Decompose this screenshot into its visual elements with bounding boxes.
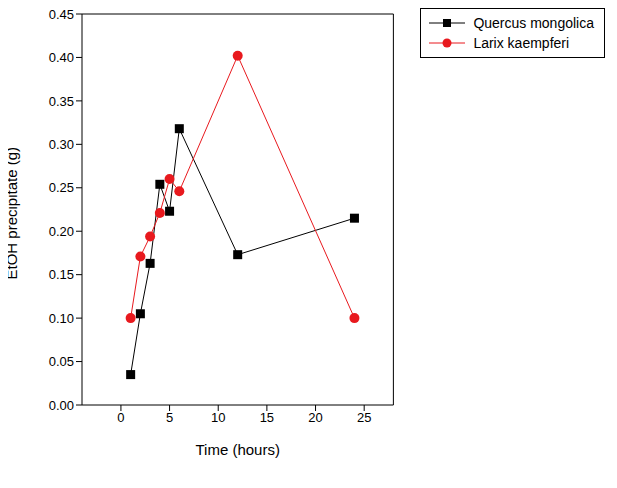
svg-text:5: 5 <box>166 410 173 425</box>
svg-text:0.30: 0.30 <box>49 137 74 152</box>
svg-text:15: 15 <box>260 410 274 425</box>
svg-text:0.10: 0.10 <box>49 311 74 326</box>
svg-text:0.05: 0.05 <box>49 354 74 369</box>
svg-text:0.40: 0.40 <box>49 50 74 65</box>
svg-text:0.20: 0.20 <box>49 224 74 239</box>
svg-text:0.00: 0.00 <box>49 398 74 413</box>
svg-text:Time (hours): Time (hours) <box>195 441 279 458</box>
svg-text:0.35: 0.35 <box>49 94 74 109</box>
html-text:Quercus mongolica: Quercus mongolica <box>473 15 594 31</box>
svg-text:0: 0 <box>117 410 124 425</box>
svg-text:25: 25 <box>357 410 371 425</box>
svg-text:EtOH precipitate (g): EtOH precipitate (g) <box>8 147 20 280</box>
svg-text:0.15: 0.15 <box>49 267 74 282</box>
svg-text:0.45: 0.45 <box>49 8 74 22</box>
svg-text:20: 20 <box>308 410 322 425</box>
svg-text:10: 10 <box>211 410 225 425</box>
svg-text:0.25: 0.25 <box>49 180 74 195</box>
html-text:Larix kaempferi: Larix kaempferi <box>473 35 570 51</box>
